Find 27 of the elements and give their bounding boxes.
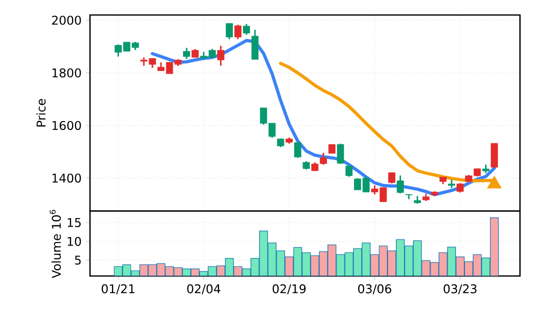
candlestick <box>217 45 224 67</box>
y-tick-label: 1600 <box>52 120 81 130</box>
candlestick <box>388 172 396 184</box>
y-tick-label: 1800 <box>52 68 81 78</box>
candlestick <box>336 142 344 165</box>
candlestick <box>456 182 464 194</box>
candlestick <box>490 142 498 168</box>
y-axis-title: Volume 10$^{6}$ <box>50 210 61 278</box>
y-tick-label: 15 <box>68 218 81 228</box>
candlestick <box>294 142 302 159</box>
x-tick-label: 03/06 <box>358 284 392 294</box>
y-tick-label: 1400 <box>52 174 81 183</box>
x-tick-label: 03/23 <box>444 284 476 294</box>
x-tick-label: 02/19 <box>272 284 306 294</box>
candlestick <box>251 29 259 60</box>
candlestick <box>345 164 353 178</box>
candlestick <box>396 174 404 194</box>
y-tick-label: 5 <box>75 256 81 265</box>
x-tick-label: 01/21 <box>102 284 134 294</box>
y-tick-label: 2000 <box>52 16 81 25</box>
candlestick <box>234 24 242 40</box>
candlestick <box>242 23 250 36</box>
x-tick-label: 02/04 <box>187 284 220 294</box>
y-tick-label: 10 <box>68 236 81 246</box>
y-axis-title: Price <box>36 98 46 126</box>
candlestick <box>226 22 233 40</box>
candlestick <box>183 47 190 60</box>
